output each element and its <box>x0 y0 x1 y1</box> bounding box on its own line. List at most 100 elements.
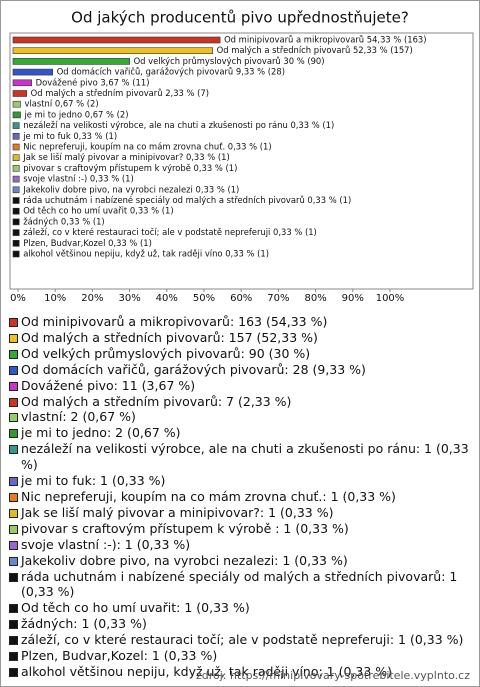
bar <box>12 229 20 236</box>
x-tick-label: 50% <box>193 293 215 304</box>
legend-label: Od domácích vařičů, garážových pivovarů:… <box>21 361 366 377</box>
legend-swatch <box>9 413 18 423</box>
legend-swatch <box>9 667 18 677</box>
legend-label: Dovážené pivo: 11 (3,67 %) <box>21 377 196 393</box>
bar <box>12 186 20 194</box>
bar <box>12 122 20 129</box>
bar-label: Od domácích vařičů, garážových pivovarů … <box>57 67 285 77</box>
legend-swatch <box>9 365 18 375</box>
bar-label: Dovážené pivo 3,67 % (11) <box>36 77 150 87</box>
bar <box>12 36 221 44</box>
x-tick-label: 80% <box>304 293 326 304</box>
legend-label: Od malých a středních pivovarů: 157 (52,… <box>21 329 318 345</box>
bar <box>12 240 20 247</box>
bar <box>12 100 21 108</box>
bar-label: Jak se liší malý pivovar a minipivovar? … <box>22 152 230 162</box>
bar <box>12 250 20 258</box>
legend-item: nezáleží na velikosti výrobce, ale na ch… <box>8 441 470 473</box>
legend-label: Od malých a středním pivovarů: 7 (2,33 %… <box>21 393 292 409</box>
legend-swatch <box>9 318 18 327</box>
legend-label: záleží, co v které restauraci točí; ale … <box>21 632 464 648</box>
bar-label: svoje vlastní :-) 0,33 % (1) <box>23 174 134 184</box>
bar-label: Jakekoliv dobre pivo, na vyrobci nezalez… <box>22 184 239 194</box>
legend-swatch <box>9 349 18 359</box>
bar-label: Od těch co ho umí uvařit 0,33 % (1) <box>23 206 173 216</box>
legend-label: Od velkých průmyslových pivovarů: 90 (30… <box>21 345 311 361</box>
legend-item: alkohol většinou nepiju, když už, tak ra… <box>8 664 470 680</box>
bar <box>12 47 213 55</box>
bar-label: Od minipivovarů a mikropivovarů 54,33 % … <box>224 35 426 45</box>
bar-label: Od malých a středním pivovarů 2,33 % (7) <box>31 88 209 98</box>
legend-item: je mi to fuk: 1 (0,33 %) <box>8 473 470 489</box>
legend-item: záleží, co v které restauraci točí; ale … <box>8 632 470 648</box>
legend-item: ráda uchutnám i nabízené speciály od mal… <box>8 569 470 601</box>
legend-label: Jakekoliv dobre pivo, na vyrobci nezalez… <box>21 552 348 568</box>
legend-swatch <box>9 429 18 439</box>
bar <box>12 143 20 151</box>
bar-label: ráda uchutnám i nabízené speciály od mal… <box>23 195 351 205</box>
source: zdroj: https://minipivovary-spotrebitele… <box>195 669 470 682</box>
legend-item: Od velkých průmyslových pivovarů: 90 (30… <box>8 346 470 362</box>
bar-label: je mi to jedno 0,67 % (2) <box>23 109 128 119</box>
legend-swatch <box>9 477 18 487</box>
legend-item: Od těch co ho umí uvařit: 1 (0,33 %) <box>8 600 470 616</box>
legend-label: pivovar s craftovým přístupem k výrobě :… <box>21 520 349 536</box>
bar-label: vlastní 0,67 % (2) <box>24 99 98 109</box>
legend-label: Od minipivovarů a mikropivovarů: 163 (54… <box>21 314 328 329</box>
legend-label: alkohol většinou nepiju, když už, tak ra… <box>21 663 393 679</box>
legend-item: vlastní: 2 (0,67 %) <box>8 409 470 425</box>
legend-label: Plzen, Budvar,Kozel: 1 (0,33 %) <box>21 648 218 664</box>
x-tick-label: 10% <box>44 293 66 304</box>
legend-swatch <box>9 445 18 455</box>
bar-label: Od velkých průmyslových pivovarů 30 % (9… <box>134 56 325 66</box>
legend-label: nezáleží na velikosti výrobce, ale na ch… <box>21 441 469 473</box>
bar <box>12 175 20 183</box>
legend-swatch <box>9 604 18 614</box>
legend-swatch <box>9 620 18 630</box>
x-tick-label: 20% <box>81 293 103 304</box>
bar-label: Nic nepreferuji, koupím na co mám zrovna… <box>23 142 271 152</box>
legend-swatch <box>9 508 18 518</box>
legend-item: Od malých a středním pivovarů: 7 (2,33 %… <box>8 394 470 410</box>
legend-item: Nic nepreferuji, koupím na co mám zrovna… <box>8 489 470 505</box>
legend-label: vlastní: 2 (0,67 %) <box>21 409 136 425</box>
chart: Od jakých producentů pivo upřednostňujet… <box>9 9 474 304</box>
legend-item: Jak se liší malý pivovar a minipivovar?:… <box>8 505 470 521</box>
legend-item: Plzen, Budvar,Kozel: 1 (0,33 %) <box>8 648 470 664</box>
legend-swatch <box>9 572 18 582</box>
legend-label: Od těch co ho umí uvařit: 1 (0,33 %) <box>21 600 250 616</box>
legend-label: je mi to fuk: 1 (0,33 %) <box>21 473 166 489</box>
legend-swatch <box>9 492 18 502</box>
legend-label: žádných: 1 (0,33 %) <box>21 616 147 632</box>
legend: Od minipivovarů a mikropivovarů: 163 (54… <box>8 314 470 680</box>
legend-item: Dovážené pivo: 11 (3,67 %) <box>8 378 470 394</box>
legend-swatch <box>9 556 18 566</box>
x-tick-label: 30% <box>118 293 140 304</box>
chart-title: Od jakých producentů pivo upřednostňujet… <box>71 9 409 27</box>
bar-label: záleží, co v které restauraci točí; ale … <box>23 227 317 237</box>
legend-swatch <box>9 381 18 391</box>
bar <box>12 218 20 226</box>
x-tick-label: 90% <box>342 293 364 304</box>
legend-label: je mi to jedno: 2 (0,67 %) <box>21 425 181 441</box>
legend-swatch <box>9 524 18 534</box>
legend-swatch <box>9 636 18 646</box>
bar <box>12 133 20 140</box>
bar-label: Od malých a středních pivovarů 52,33 % (… <box>217 45 413 55</box>
bar-label: žádných 0,33 % (1) <box>23 216 104 226</box>
bar-label: nezáleží na velikosti výrobce, ale na ch… <box>23 120 334 130</box>
legend-item: Od domácích vařičů, garážových pivovarů:… <box>8 362 470 378</box>
x-tick-label: 40% <box>156 293 178 304</box>
legend-label: Jak se liší malý pivovar a minipivovar?:… <box>21 504 334 520</box>
bar <box>12 111 21 119</box>
legend-item: žádných: 1 (0,33 %) <box>8 616 470 632</box>
legend-label: Nic nepreferuji, koupím na co mám zrovna… <box>21 488 396 504</box>
bar <box>12 68 54 76</box>
legend-item: pivovar s craftovým přístupem k výrobě :… <box>8 521 470 537</box>
x-tick-label: 0% <box>10 293 26 304</box>
legend-swatch <box>9 333 18 343</box>
legend-item: je mi to jedno: 2 (0,67 %) <box>8 425 470 441</box>
legend-item: svoje vlastní :-): 1 (0,33 %) <box>8 537 470 553</box>
x-tick-label: 70% <box>267 293 289 304</box>
bar-label: pivovar s craftovým přístupem k výrobě 0… <box>23 163 237 173</box>
